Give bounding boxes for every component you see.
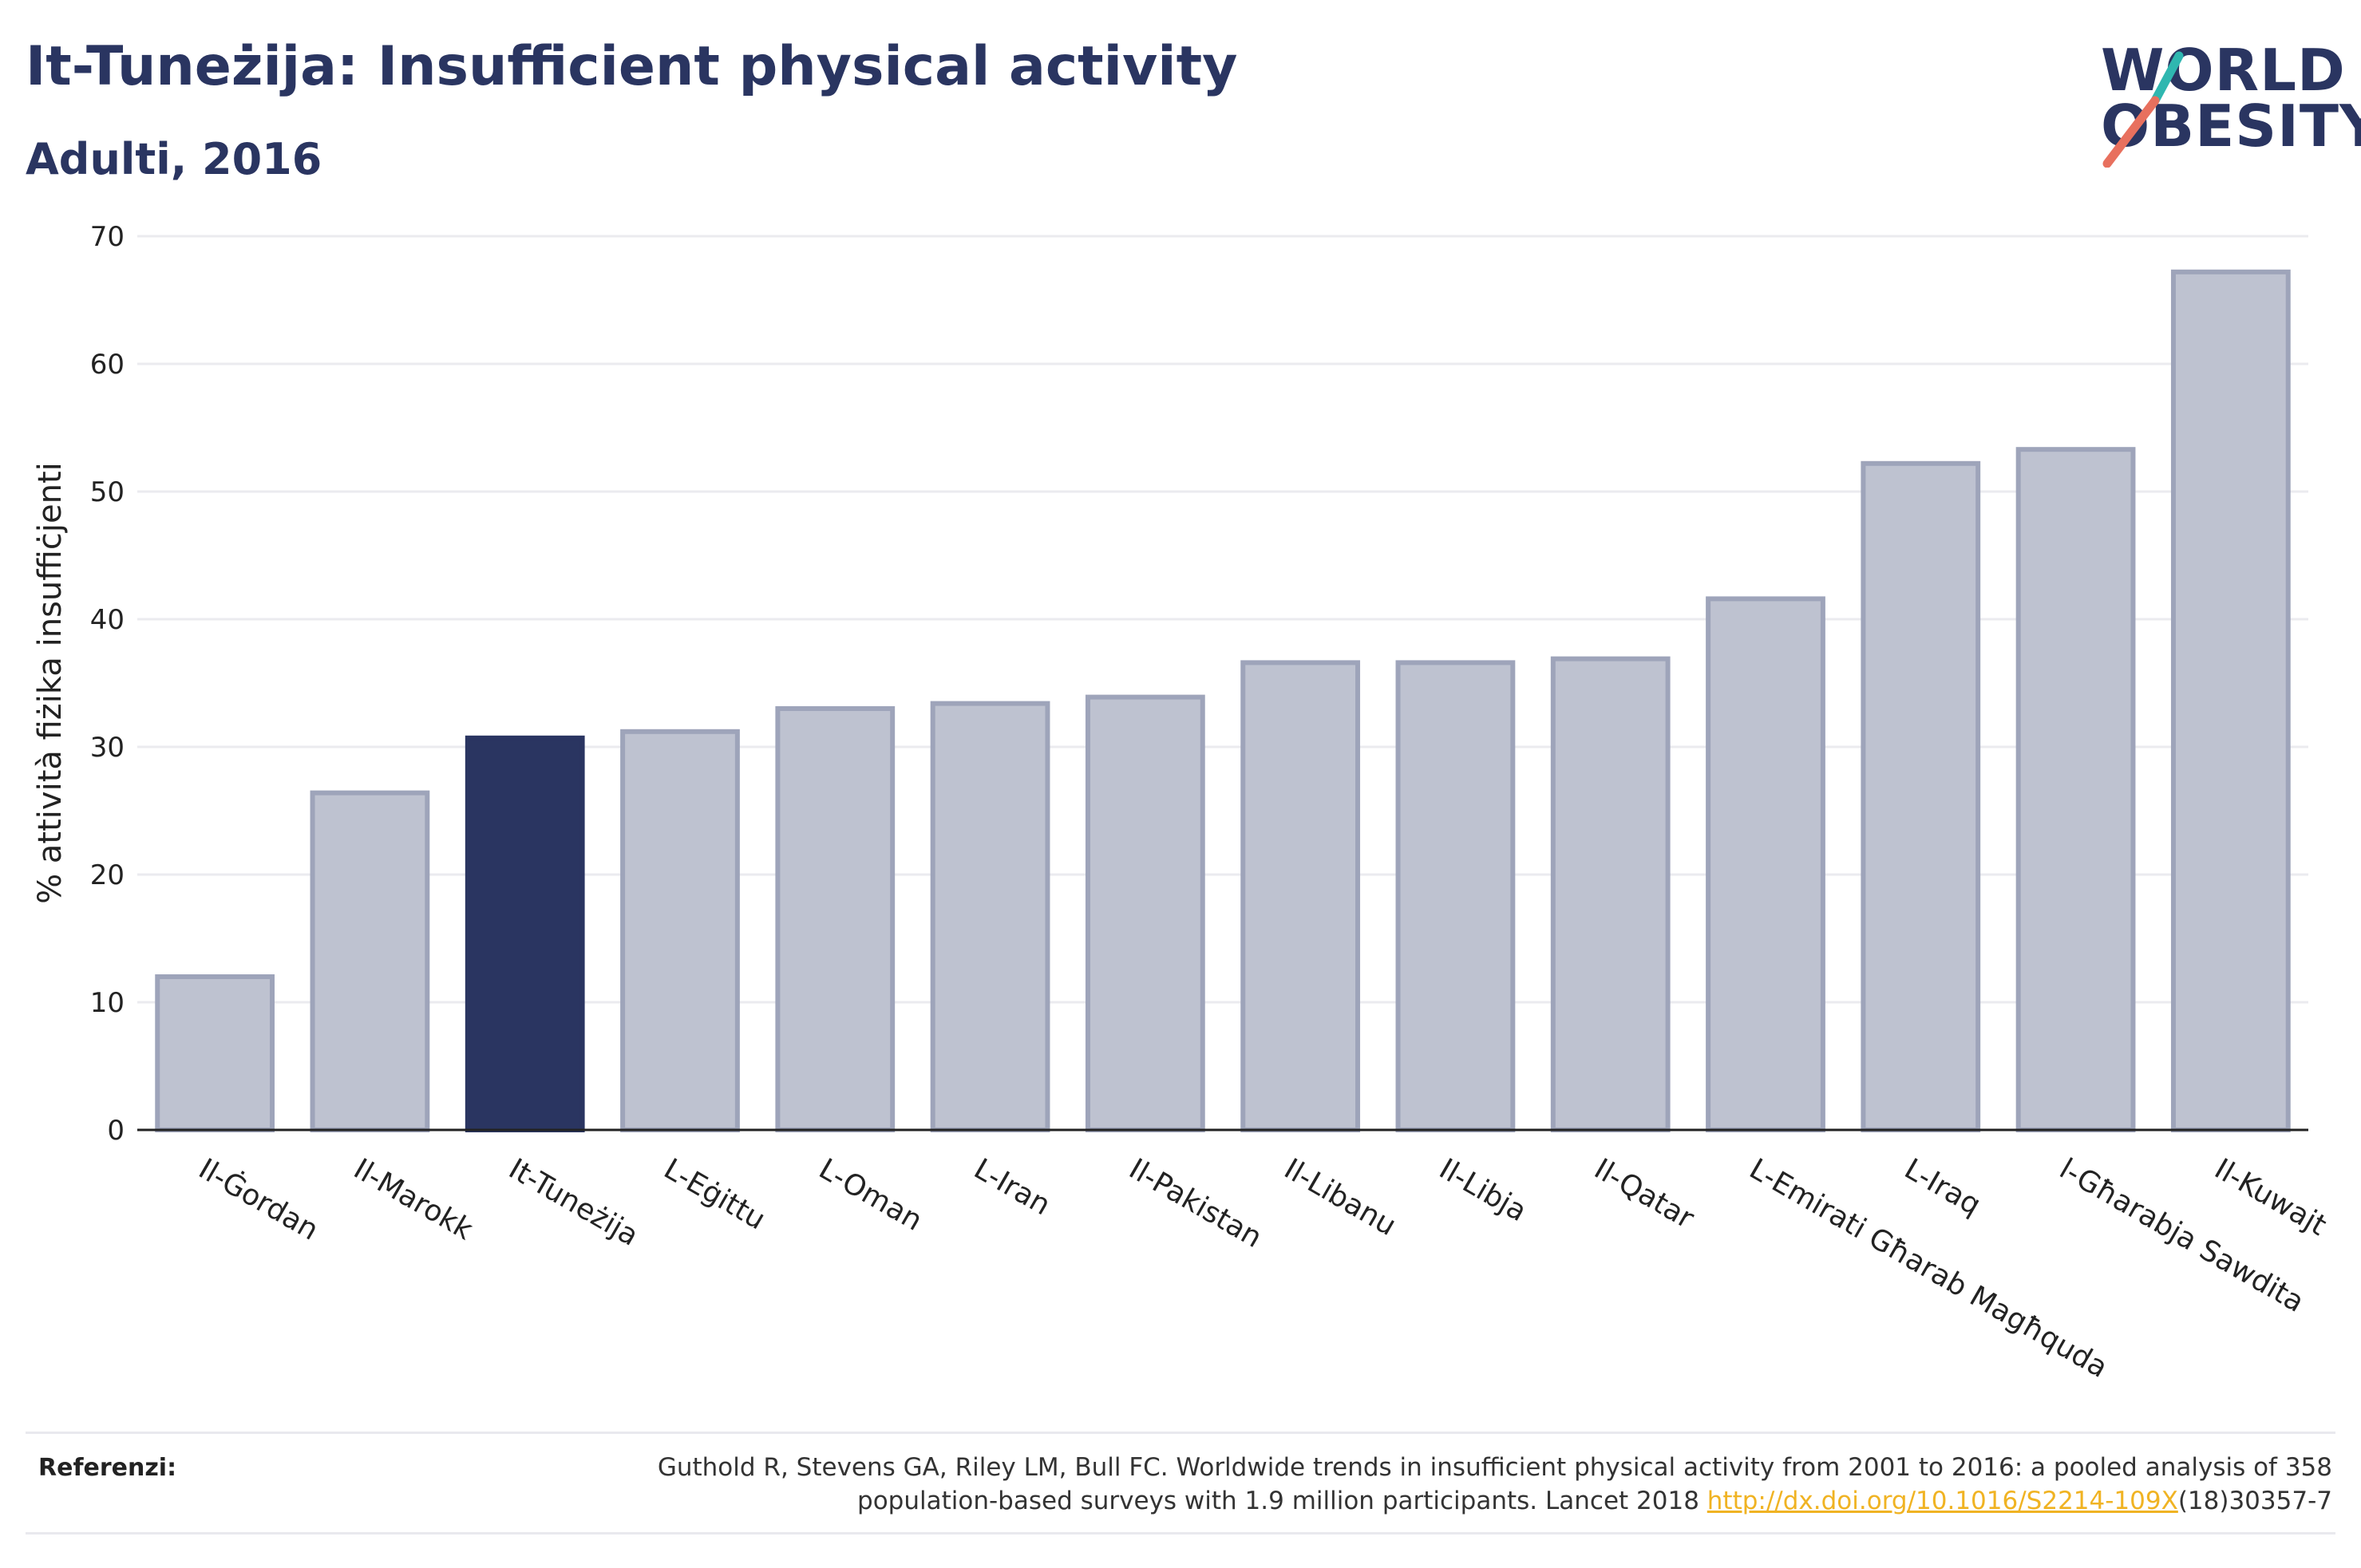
logo-word-obesity: OBESITY xyxy=(2101,93,2361,160)
page-title: It-Tuneżija: Insufficient physical activ… xyxy=(26,35,1238,98)
bar-1 xyxy=(155,974,275,1132)
y-tick-label: 60 xyxy=(90,349,125,381)
y-tick-label: 40 xyxy=(90,604,125,636)
references-line-2-suffix: (18)30357-7 xyxy=(2177,1487,2332,1515)
x-tick-label: It-Tuneżija xyxy=(503,1152,643,1252)
x-tick-label: l-Għarabja Sawdita xyxy=(2054,1152,2309,1318)
x-tick-label: L-Eġittu xyxy=(658,1152,771,1236)
x-tick-label: Il-Pakistan xyxy=(1124,1152,1268,1254)
bars xyxy=(155,269,2291,1132)
x-tick-label: Il-Marokk xyxy=(348,1152,478,1246)
bar-4 xyxy=(620,729,740,1132)
y-tick-label: 10 xyxy=(90,987,125,1019)
references-text: Guthold R, Stevens GA, Riley LM, Bull FC… xyxy=(496,1451,2332,1518)
x-tick-label: L-Iraq xyxy=(1899,1152,1986,1222)
y-tick-label: 70 xyxy=(90,221,125,253)
logo-word-world: WORLD xyxy=(2101,37,2346,104)
references-doi-link[interactable]: http://dx.doi.org/10.1016/S2214-109X xyxy=(1706,1487,2178,1515)
bar-13 xyxy=(2015,447,2136,1132)
bar-14 xyxy=(2170,269,2291,1132)
footer-divider-top xyxy=(26,1432,2335,1434)
y-tick-label: 50 xyxy=(90,476,125,508)
bar-9 xyxy=(1395,660,1516,1132)
bar-8 xyxy=(1240,660,1361,1132)
footer-divider-bottom xyxy=(26,1532,2335,1534)
bar-12 xyxy=(1861,460,1981,1132)
y-tick-label: 30 xyxy=(90,732,125,764)
bar-2 xyxy=(310,790,430,1132)
y-tick-label: 0 xyxy=(107,1115,125,1147)
references-line-2-prefix: population-based surveys with 1.9 millio… xyxy=(857,1487,1707,1515)
bar-7 xyxy=(1085,694,1205,1132)
bar-3 xyxy=(465,735,585,1132)
x-tick-label: L-Iran xyxy=(968,1152,1055,1222)
x-tick-label: Il-Libanu xyxy=(1279,1152,1402,1242)
y-axis-label: % attività fiżika insuffiċjenti xyxy=(32,462,69,904)
bar-10 xyxy=(1550,656,1671,1132)
x-tick-label: L-Oman xyxy=(813,1152,927,1237)
x-axis-labels: Il-Ġordan Il-Marokk It-Tuneżija L-Eġittu L-O… xyxy=(193,1152,2331,1385)
x-tick-label: Il-Libja xyxy=(1434,1152,1532,1228)
references-line-1: Guthold R, Stevens GA, Riley LM, Bull FC… xyxy=(657,1453,2332,1482)
x-tick-label: Il-Qatar xyxy=(1588,1152,1699,1235)
grid-lines xyxy=(137,235,2308,1004)
bar-11 xyxy=(1706,596,1825,1132)
bar-5 xyxy=(775,706,896,1132)
x-tick-label: Il-Ġordan xyxy=(193,1152,324,1247)
x-tick-label: Il-Kuwajt xyxy=(2209,1152,2332,1242)
bar-chart: 0 10 20 30 40 50 60 70 Il-Ġordan Il-Marokk It-Tun… xyxy=(32,221,2331,1385)
page-subtitle: Adulti, 2016 xyxy=(26,134,322,184)
world-obesity-logo: WORLD OBESITY xyxy=(2091,24,2361,168)
y-tick-label: 20 xyxy=(90,859,125,891)
y-axis-ticks: 0 10 20 30 40 50 60 70 xyxy=(90,221,125,1147)
references-label: Referenzi: xyxy=(38,1454,177,1482)
logo-slash-icon xyxy=(2102,51,2184,168)
bar-6 xyxy=(930,701,1050,1132)
